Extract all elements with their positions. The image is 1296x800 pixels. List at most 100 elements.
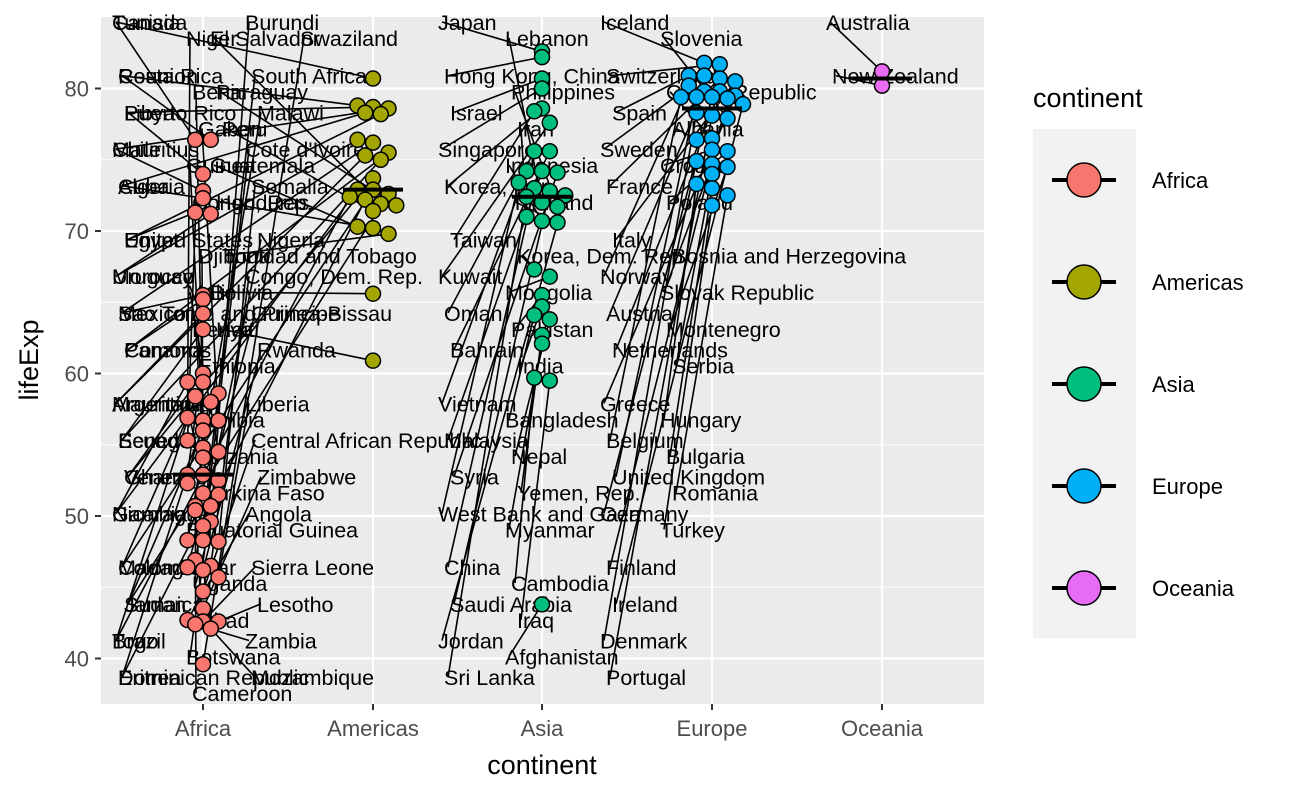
point-africa-morocco-label: Morocco — [112, 265, 194, 289]
legend-label-oceania: Oceania — [1152, 576, 1235, 601]
point-asia-israel-leader — [453, 77, 543, 114]
point-americas-united-states — [372, 105, 389, 123]
x-tick-label-europe: Europe — [677, 716, 748, 741]
point-africa-swaziland — [194, 655, 212, 673]
x-tick-label-africa: Africa — [175, 716, 232, 741]
point-asia-kuwait-label: Kuwait — [438, 265, 503, 289]
point-europe-poland — [719, 142, 736, 160]
point-asia-israel-label: Israel — [450, 101, 503, 125]
point-asia-taiwan — [526, 103, 543, 120]
point-africa-tunisia — [187, 131, 204, 149]
y-tick-label: 60 — [65, 362, 89, 387]
point-asia-sri-lanka-label: Sri Lanka — [444, 666, 535, 690]
point-asia-syria — [549, 164, 566, 181]
point-europe-turkey-label: Turkey — [660, 518, 725, 542]
point-americas-dominican-republic — [357, 191, 374, 208]
point-americas-mexico — [364, 134, 382, 151]
point-africa-sao-tome-and-principe-leader — [121, 294, 204, 314]
point-americas-uruguay-label: Uruguay — [112, 265, 194, 289]
legend: continent Africa Americas Asia Europe Oceani… — [1033, 83, 1244, 638]
point-africa-uganda — [210, 486, 227, 503]
point-americas-cuba-leader — [121, 111, 366, 187]
point-asia-philippines — [549, 198, 566, 216]
point-europe-spain-label: Spain — [612, 101, 667, 125]
point-americas-bolivia-label: Bolivia — [210, 281, 273, 305]
point-europe-united-kingdom — [688, 88, 705, 106]
point-africa-algeria — [194, 189, 212, 207]
point-africa-liberia — [210, 569, 227, 586]
point-europe-belgium-leader — [609, 96, 682, 441]
point-asia-oman — [526, 142, 543, 160]
point-europe-belgium — [672, 88, 690, 106]
point-africa-comoros-leader — [127, 298, 204, 351]
point-africa-burundi-label: Burundi — [245, 11, 319, 35]
point-americas-trinidad-and-tobago — [380, 225, 397, 243]
point-asia-sri-lanka-leader — [447, 196, 528, 678]
point-africa-madagascar — [194, 373, 212, 391]
point-africa-togo — [187, 388, 204, 405]
point-americas-trinidad-and-tobago-leader — [225, 233, 389, 257]
point-europe-portugal-label: Portugal — [606, 666, 686, 690]
point-americas-bolivia — [364, 285, 382, 302]
point-europe-serbia — [703, 165, 721, 183]
point-africa-egypt-leader — [127, 211, 196, 241]
point-americas-honduras — [364, 219, 382, 237]
point-americas-canada-label: Canada — [112, 11, 187, 35]
point-africa-zimbabwe-label: Zimbabwe — [257, 466, 356, 490]
point-asia-cambodia-label: Cambodia — [511, 572, 609, 596]
point-americas-paraguay-label: Paraguay — [216, 81, 308, 105]
point-europe-italy — [727, 73, 744, 90]
point-africa-sierra-leone-label: Sierra Leone — [251, 556, 374, 580]
legend-label-africa: Africa — [1152, 168, 1209, 193]
point-asia-afghanistan-label: Afghanistan — [505, 646, 619, 670]
legend-label-americas: Americas — [1152, 270, 1244, 295]
point-africa-lesotho-label: Lesotho — [257, 593, 334, 617]
point-americas-venezuela-leader — [127, 177, 374, 478]
point-americas-dominican-republic-label: Dominican Republic — [118, 666, 309, 690]
point-asia-singapore-leader — [441, 87, 543, 150]
point-europe-norway — [680, 77, 697, 94]
point-asia-saudi-arabia-label: Saudi Arabia — [450, 593, 572, 617]
point-europe-hungary-label: Hungary — [660, 408, 742, 432]
data-points — [179, 43, 891, 673]
point-africa-mozambique — [202, 620, 219, 637]
point-americas-canada — [364, 70, 382, 87]
point-africa-cameroon — [187, 502, 204, 519]
point-asia-china-leader — [447, 188, 536, 568]
legend-title: continent — [1033, 83, 1143, 113]
point-asia-malaysia — [533, 162, 551, 180]
legend-items: Africa Americas Asia Europe Oceania — [1052, 162, 1244, 606]
point-americas-mexico-leader — [121, 141, 374, 314]
point-asia-jordan-label: Jordan — [438, 630, 504, 654]
point-europe-denmark-label: Denmark — [600, 630, 687, 654]
point-asia-myanmar — [533, 335, 551, 352]
point-americas-canada-leader — [115, 21, 374, 80]
point-africa-somalia — [210, 533, 227, 550]
point-europe-italy-label: Italy — [612, 229, 652, 253]
point-africa-zambia — [187, 616, 204, 633]
legend-label-europe: Europe — [1152, 474, 1223, 499]
point-americas-haiti-label: Haiti — [216, 318, 259, 342]
point-americas-bolivia-leader — [213, 291, 374, 295]
point-asia-korea-dem-rep — [526, 261, 543, 278]
point-asia-oman-label: Oman — [444, 302, 503, 326]
x-tick-label-americas: Americas — [327, 716, 419, 741]
point-asia-cambodia-leader — [514, 377, 536, 584]
point-africa-niger-leader — [186, 37, 191, 418]
point-asia-afghanistan-leader — [508, 603, 543, 657]
point-asia-philippines-label: Philippines — [511, 81, 615, 105]
point-americas-argentina-leader — [115, 154, 366, 404]
point-europe-romania-leader — [675, 195, 729, 493]
point-asia-hong-kong-china — [533, 48, 551, 66]
point-africa-malawi — [179, 531, 196, 549]
point-americas-argentina — [357, 147, 374, 164]
point-europe-bulgaria — [703, 180, 721, 197]
point-asia-thailand — [549, 214, 566, 231]
point-americas-costa-rica-leader — [121, 74, 358, 107]
point-europe-turkey — [703, 197, 721, 214]
point-europe-iceland-leader — [603, 21, 705, 64]
point-asia-west-bank-and-gaza — [510, 174, 527, 191]
point-asia-bangladesh — [526, 306, 543, 324]
x-axis-title: continent — [487, 750, 597, 780]
point-africa-benin-label: Benin — [192, 81, 247, 105]
